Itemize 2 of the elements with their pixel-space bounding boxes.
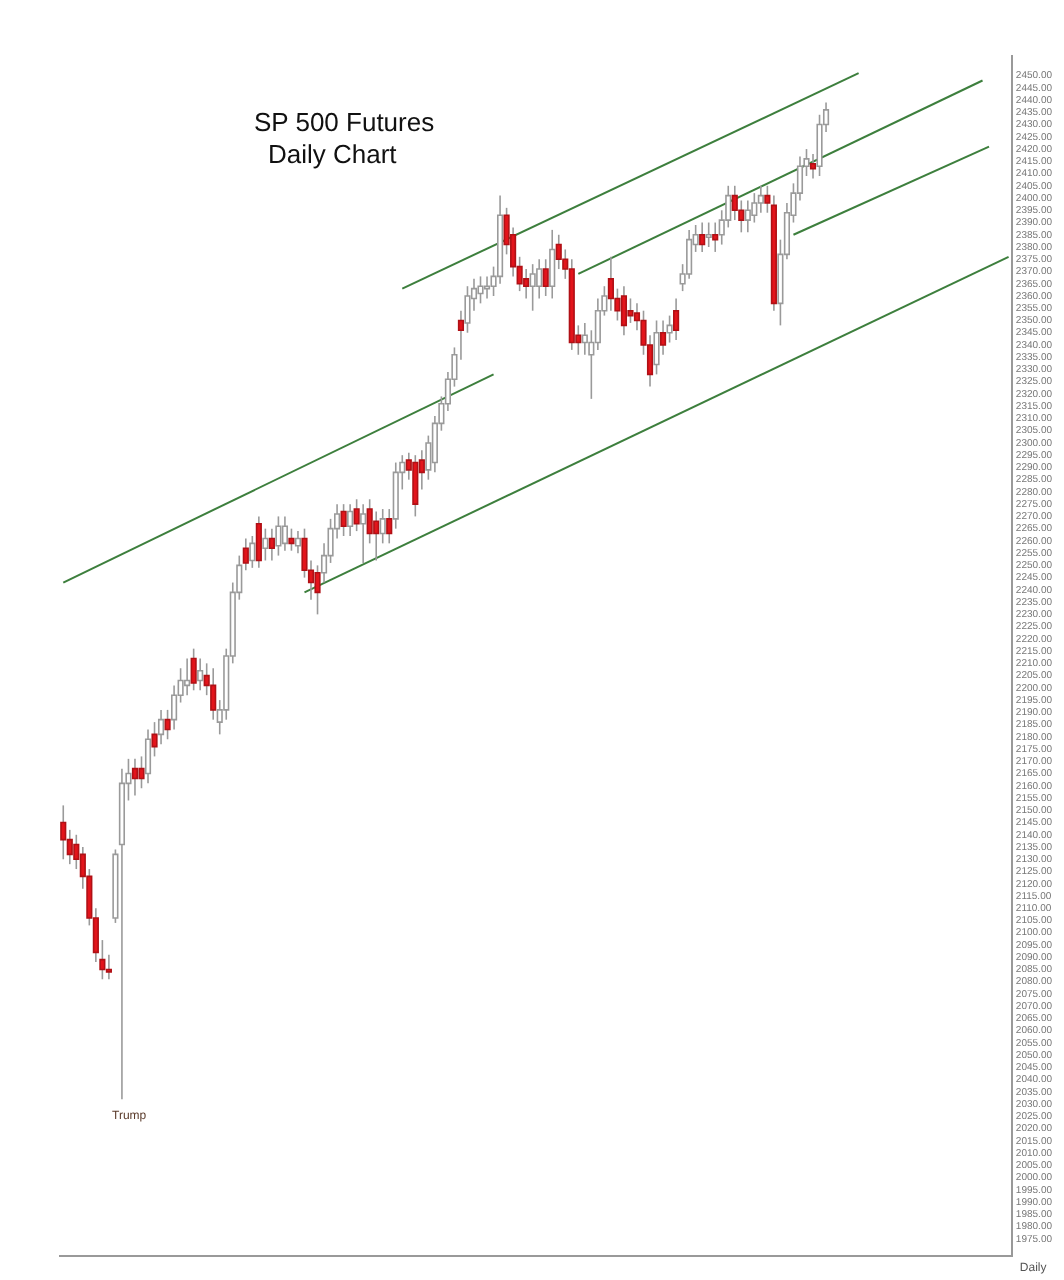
text: SP 500 Futures (254, 107, 436, 138)
text: Daily Chart (268, 139, 398, 170)
